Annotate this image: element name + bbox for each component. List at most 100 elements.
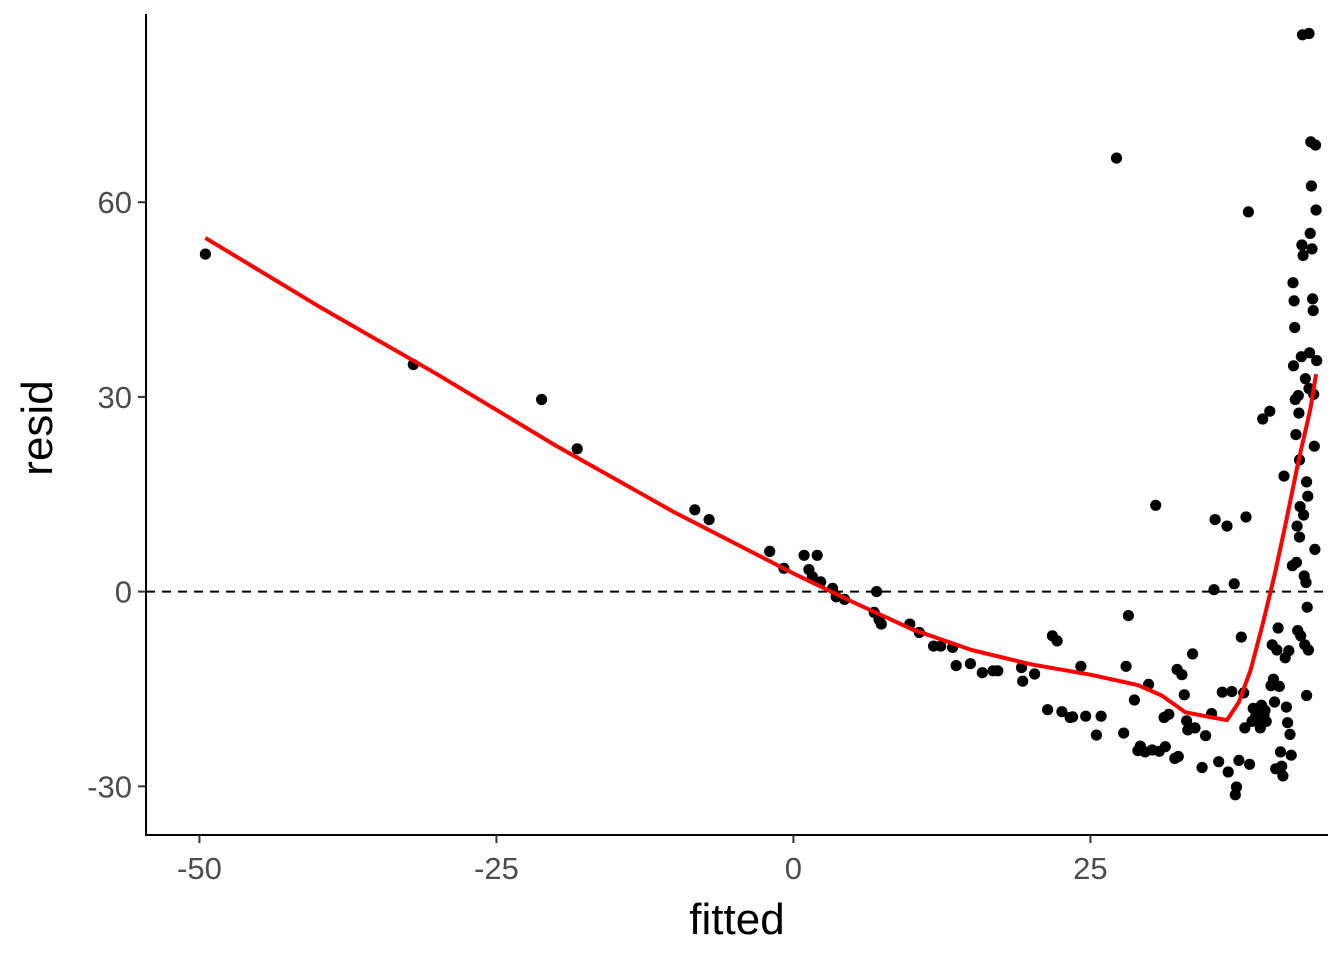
data-point-56 [1159,741,1171,753]
data-point-8 [798,549,810,561]
data-point-40 [1080,710,1092,722]
data-point-43 [1110,152,1123,164]
data-point-135 [1297,249,1309,261]
data-point-57 [1163,708,1175,720]
data-point-144 [1302,644,1314,656]
data-point-42 [1095,710,1107,722]
x-tick-label: -25 [474,851,519,886]
data-point-150 [1306,243,1318,255]
data-point-157 [1310,204,1322,216]
data-point-66 [1189,722,1201,734]
data-point-41 [1090,729,1102,741]
data-point-39 [1075,660,1087,672]
data-point-80 [1233,754,1245,767]
data-point-61 [1176,669,1188,681]
data-point-113 [1282,717,1294,729]
data-point-2 [536,393,548,406]
data-point-160 [1293,531,1306,543]
data-point-127 [1292,390,1304,402]
data-point-73 [1216,686,1228,698]
data-point-149 [1305,180,1317,192]
data-point-74 [1221,520,1233,532]
data-point-46 [1122,610,1134,622]
data-point-72 [1213,756,1225,768]
data-point-133 [1296,239,1308,251]
y-ticks: -30 0 30 60 [87,185,146,804]
x-ticks: -50 -25 0 25 [177,835,1108,886]
data-point-143 [1302,490,1314,502]
y-axis-title: resid [13,380,62,475]
data-point-70 [1208,584,1220,596]
data-point-83 [1239,722,1251,734]
data-point-142 [1301,601,1313,613]
data-point-106 [1273,680,1285,693]
x-axis-title: fitted [689,895,784,944]
data-point-114 [1283,645,1295,657]
data-point-158 [1311,355,1323,367]
data-point-5 [703,514,715,526]
data-point-23 [935,640,947,652]
data-point-147 [1304,227,1316,239]
data-point-25 [950,660,962,672]
data-point-32 [1029,668,1041,680]
data-point-44 [1118,727,1130,739]
data-point-3 [571,443,583,455]
y-tick-label: 0 [115,575,132,610]
data-point-26 [964,658,977,670]
data-point-132 [1295,351,1307,363]
data-point-36 [1056,706,1068,718]
x-tick-label: 25 [1073,851,1107,886]
data-point-65 [1187,648,1199,660]
data-point-60 [1172,750,1184,763]
data-point-94 [1257,413,1269,425]
data-point-128 [1293,407,1305,419]
data-point-145 [1303,27,1315,40]
data-point-116 [1285,749,1297,761]
data-point-81 [1235,631,1247,643]
data-point-156 [1309,139,1322,151]
y-tick-label: -30 [87,769,132,804]
data-point-16 [871,586,883,598]
data-point-4 [689,504,701,516]
data-point-152 [1307,305,1319,317]
data-point-109 [1277,770,1289,782]
x-tick-label: -50 [177,851,222,886]
data-point-86 [1244,758,1256,770]
data-point-67 [1196,761,1208,774]
data-point-9 [811,549,823,561]
data-point-136 [1298,509,1310,521]
y-tick-label: 30 [98,380,132,415]
data-point-47 [1128,694,1140,706]
data-point-76 [1226,686,1238,698]
data-point-96 [1259,704,1271,717]
data-point-121 [1289,321,1301,334]
points-layer [199,27,1323,801]
data-point-146 [1304,347,1316,359]
x-tick-label: 0 [785,851,802,886]
y-tick-label: 60 [98,185,132,220]
data-point-84 [1240,511,1252,523]
data-point-62 [1178,689,1190,701]
data-point-27 [976,667,988,679]
data-point-131 [1295,630,1307,642]
data-point-35 [1051,635,1063,647]
data-point-161 [1301,689,1313,702]
data-point-77 [1228,578,1240,590]
data-point-141 [1301,476,1313,488]
data-point-45 [1120,660,1132,672]
data-point-108 [1276,760,1288,772]
data-point-154 [1308,440,1320,452]
data-point-102 [1268,696,1281,708]
data-point-130 [1294,501,1306,513]
data-point-151 [1307,293,1319,305]
data-point-68 [1200,730,1212,742]
data-point-19 [875,618,887,630]
data-point-139 [1299,373,1311,385]
data-point-115 [1284,728,1296,741]
data-point-29 [992,665,1004,677]
loess-smooth-line [204,236,1319,723]
data-point-31 [1017,675,1029,687]
data-point-125 [1291,520,1303,532]
data-point-63 [1181,715,1193,727]
